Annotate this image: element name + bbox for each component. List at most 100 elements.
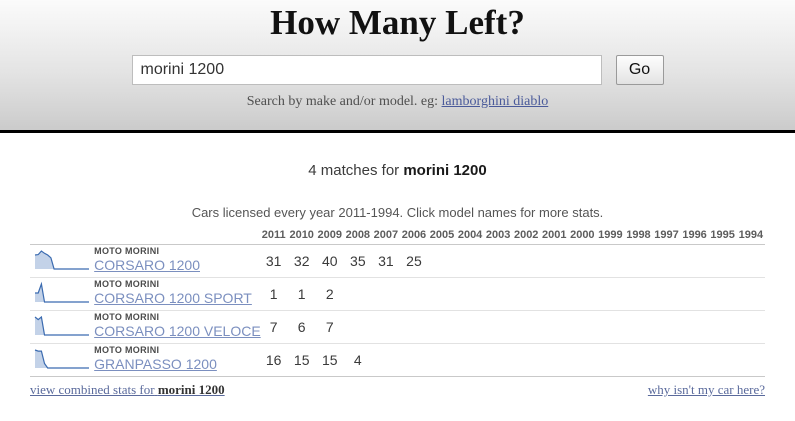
year-column-header: 2004 — [457, 229, 483, 241]
go-button[interactable]: Go — [615, 55, 664, 85]
year-value-cell: 25 — [406, 252, 422, 269]
year-value-cell: 16 — [265, 351, 282, 368]
year-column-header: 2010 — [289, 229, 314, 241]
model-cell: MOTO MORINI GRANPASSO 1200 — [94, 343, 259, 376]
search-input[interactable] — [131, 55, 602, 85]
model-link[interactable]: GRANPASSO 1200 — [94, 355, 217, 372]
year-value-cell — [456, 343, 484, 376]
model-link[interactable]: CORSARO 1200 — [94, 256, 200, 273]
year-column-header: 1996 — [682, 229, 707, 241]
combined-stats-link[interactable]: view combined stats for morini 1200 — [30, 382, 225, 398]
year-header-row: 2011 2010 2009 2008 2007 2006 2005 2004 2003 2002… — [30, 229, 765, 245]
year-value-cell — [681, 310, 709, 343]
year-value-cell: 2 — [325, 285, 334, 302]
results-footer: view combined stats for morini 1200 why … — [30, 382, 765, 398]
matches-count-query: morini 1200 — [403, 162, 487, 179]
year-value-cell: 40 — [321, 252, 338, 269]
combined-stats-query: morini 1200 — [157, 381, 225, 397]
year-value-cell: 15 — [321, 351, 338, 368]
sparkline-chart — [34, 316, 89, 337]
matches-count-prefix: 4 matches for — [308, 162, 400, 179]
year-value-cell: 6 — [297, 318, 306, 335]
sparkline-cell — [30, 245, 94, 278]
year-value-cell — [652, 310, 680, 343]
year-value-cell — [512, 245, 540, 278]
year-value-cell — [624, 343, 652, 376]
year-value-cell — [428, 277, 456, 310]
results-table: 2011 2010 2009 2008 2007 2006 2005 2004 2003 2002… — [30, 229, 765, 377]
page-title: How Many Left? — [270, 3, 525, 42]
year-value-cell — [484, 310, 512, 343]
year-column-header: 2009 — [317, 229, 342, 241]
year-column-header: 2011 — [261, 229, 286, 241]
year-value-cell — [512, 343, 540, 376]
year-value-cell — [568, 277, 596, 310]
sparkline-cell — [30, 343, 94, 376]
year-value-cell — [484, 245, 512, 278]
year-value-cell — [540, 343, 568, 376]
year-value-cell — [540, 310, 568, 343]
sparkline-cell — [30, 310, 94, 343]
year-value-cell — [400, 343, 428, 376]
year-value-cell — [428, 310, 456, 343]
year-value-cell — [540, 245, 568, 278]
year-value-cell — [681, 343, 709, 376]
year-value-cell: 31 — [378, 252, 394, 269]
year-value-cell — [624, 245, 652, 278]
year-column-header: 2006 — [401, 229, 427, 241]
year-value-cell — [596, 343, 624, 376]
search-hint: Search by make and/or model. eg: lamborg… — [0, 94, 795, 110]
year-value-cell: 15 — [293, 351, 310, 368]
sparkline-chart — [34, 349, 89, 370]
year-value-cell — [428, 343, 456, 376]
sparkline-chart — [34, 250, 89, 271]
year-value-cell — [709, 310, 737, 343]
main-content: 4 matches for morini 1200 Cars licensed … — [0, 162, 795, 398]
why-isnt-my-car-here-link[interactable]: why isn't my car here? — [647, 381, 765, 397]
model-link[interactable]: CORSARO 1200 SPORT — [94, 289, 252, 306]
year-value-cell — [456, 245, 484, 278]
year-value-cell — [428, 245, 456, 278]
year-value-cell — [456, 310, 484, 343]
year-column-header: 2000 — [570, 229, 595, 241]
year-value-cell — [737, 310, 765, 343]
year-value-cell — [596, 310, 624, 343]
year-column-header: 1999 — [598, 229, 623, 241]
search-hint-text: Search by make and/or model. eg: — [246, 94, 439, 109]
table-row: MOTO MORINI CORSARO 1200 SPORT 1 1 2 — [30, 277, 765, 311]
example-search-link[interactable]: lamborghini diablo — [441, 94, 549, 109]
year-column-header: 1997 — [654, 229, 679, 241]
year-column-header: 2002 — [513, 229, 539, 241]
model-link[interactable]: CORSARO 1200 VELOCE — [94, 322, 261, 339]
model-cell: MOTO MORINI CORSARO 1200 — [94, 245, 259, 278]
year-value-cell: 7 — [269, 318, 278, 335]
year-value-cell: 31 — [265, 252, 282, 269]
year-value-cell — [344, 277, 372, 310]
results-subtitle: Cars licensed every year 2011-1994. Clic… — [191, 205, 604, 220]
search-row: Go — [0, 55, 795, 85]
combined-stats-prefix: view combined stats for — [30, 381, 155, 397]
year-value-cell — [456, 277, 484, 310]
year-value-cell — [709, 343, 737, 376]
year-value-cell — [372, 310, 400, 343]
year-value-cell: 32 — [293, 252, 310, 269]
year-value-cell — [372, 343, 400, 376]
model-name-header — [94, 229, 259, 245]
matches-count: 4 matches for morini 1200 — [0, 162, 795, 179]
table-row: MOTO MORINI GRANPASSO 1200 16 15 15 4 — [30, 343, 765, 377]
year-value-cell — [652, 343, 680, 376]
table-row: MOTO MORINI CORSARO 1200 VELOCE 7 6 7 — [30, 310, 765, 344]
results-table-head: 2011 2010 2009 2008 2007 2006 2005 2004 2003 2002… — [30, 229, 765, 245]
sparkline-header — [30, 229, 94, 245]
year-value-cell: 35 — [350, 252, 366, 269]
year-value-cell: 1 — [269, 285, 278, 302]
year-value-cell — [400, 310, 428, 343]
year-column-header: 2001 — [542, 229, 567, 241]
make-label: MOTO MORINI — [94, 311, 160, 322]
model-cell: MOTO MORINI CORSARO 1200 VELOCE — [94, 310, 261, 343]
year-value-cell: 1 — [297, 285, 306, 302]
year-value-cell: 4 — [353, 351, 362, 368]
sparkline-chart — [35, 282, 89, 304]
year-column-header: 2008 — [345, 229, 371, 241]
year-value-cell: 7 — [325, 318, 334, 335]
